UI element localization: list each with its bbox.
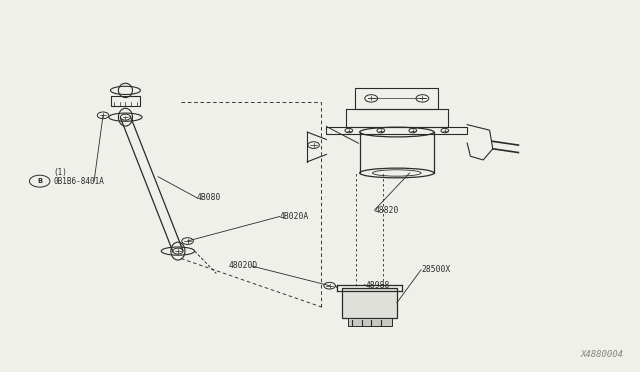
Text: 28500X: 28500X (421, 265, 451, 274)
Bar (342, 288, 397, 318)
Bar (326, 127, 467, 134)
Text: 4B080: 4B080 (197, 193, 221, 202)
Text: X4880004: X4880004 (581, 350, 624, 359)
Text: 4B020A: 4B020A (280, 212, 309, 221)
Bar (348, 318, 392, 326)
Text: 48820: 48820 (374, 206, 399, 215)
Text: 0B1B6-8401A: 0B1B6-8401A (53, 177, 104, 186)
Text: 48988: 48988 (366, 281, 390, 290)
Bar (355, 88, 438, 109)
Text: 48020D: 48020D (229, 262, 259, 270)
Bar (111, 96, 140, 106)
Text: (1): (1) (53, 169, 67, 177)
Text: B: B (37, 178, 42, 184)
